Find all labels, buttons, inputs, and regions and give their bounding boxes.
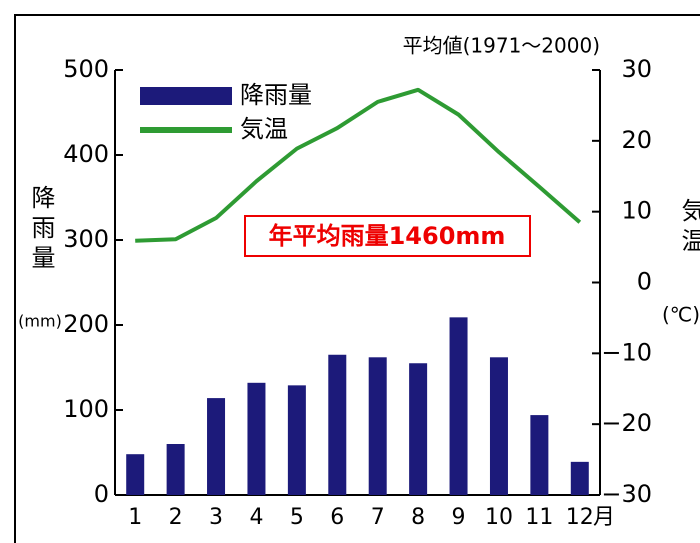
bar <box>328 354 347 495</box>
bar <box>489 357 508 495</box>
x-tick-label: 5 <box>290 505 304 530</box>
legend-label: 降雨量 <box>240 81 312 109</box>
bar <box>530 415 549 495</box>
bar <box>166 444 185 495</box>
y2-tick-label: −10 <box>601 338 652 366</box>
x-tick-label: 4 <box>249 505 263 530</box>
y2-axis-unit: (℃) <box>662 303 700 327</box>
bar <box>449 317 468 495</box>
y-tick-label: 300 <box>63 225 109 253</box>
chart-title: 平均値(1971～2000) <box>403 34 600 58</box>
x-tick-label: 1 <box>128 505 142 530</box>
x-tick-label: 9 <box>452 505 466 530</box>
y2-axis-label: 気温 <box>677 198 700 258</box>
x-axis-unit: 月 <box>593 505 615 530</box>
x-tick-label: 10 <box>485 505 513 530</box>
bar <box>126 454 145 495</box>
y-axis-unit: (mm) <box>18 312 62 331</box>
annotation: 年平均雨量1460mm <box>269 222 506 250</box>
x-tick-label: 11 <box>525 505 553 530</box>
y-tick-label: 500 <box>63 55 109 83</box>
legend-swatch <box>140 87 232 105</box>
y2-tick-label: −20 <box>601 409 652 437</box>
frame <box>14 14 700 543</box>
x-tick-label: 8 <box>411 505 425 530</box>
bar <box>287 385 306 495</box>
bar <box>368 357 387 495</box>
y-tick-label: 400 <box>63 140 109 168</box>
y2-tick-label: 30 <box>621 55 652 83</box>
y-axis-label: 降雨量 <box>27 185 55 275</box>
x-tick-label: 7 <box>371 505 385 530</box>
y2-tick-label: −30 <box>601 480 652 508</box>
legend-label: 気温 <box>240 115 288 143</box>
bar <box>409 363 428 495</box>
y2-tick-label: 10 <box>621 197 652 225</box>
y2-tick-label: 0 <box>637 268 652 296</box>
bar <box>570 461 589 495</box>
annotation-box <box>244 215 531 257</box>
x-tick-label: 6 <box>330 505 344 530</box>
y-tick-label: 0 <box>94 480 109 508</box>
y2-tick-label: 20 <box>621 126 652 154</box>
y-tick-label: 200 <box>63 310 109 338</box>
y-tick-label: 100 <box>63 395 109 423</box>
bar <box>247 382 266 495</box>
x-tick-label: 2 <box>169 505 183 530</box>
temperature-line <box>135 87 582 243</box>
bar <box>207 398 226 495</box>
x-tick-label: 3 <box>209 505 223 530</box>
x-tick-label: 12 <box>566 505 594 530</box>
